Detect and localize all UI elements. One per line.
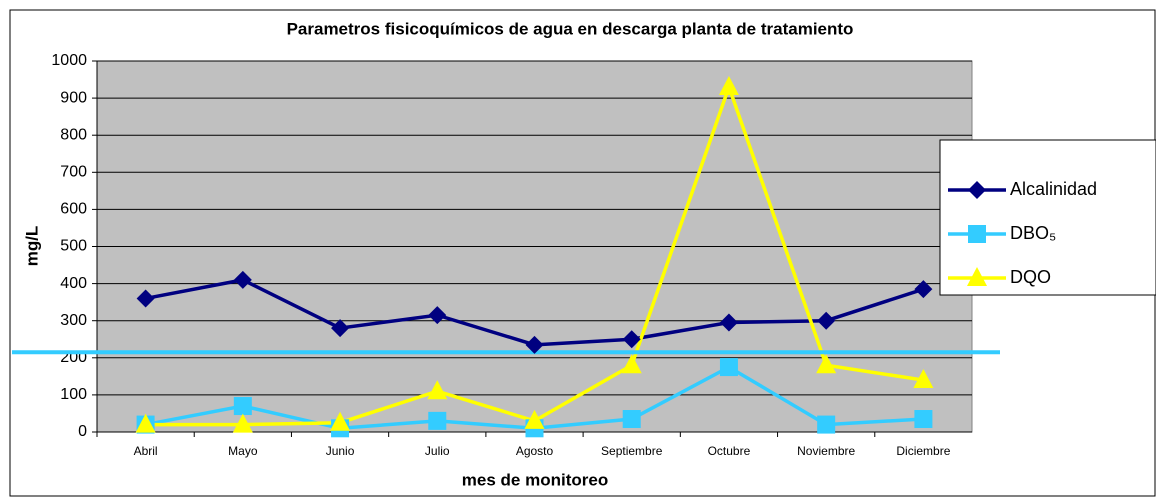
data-point bbox=[817, 415, 836, 434]
x-tick-label: Diciembre bbox=[896, 444, 950, 458]
x-tick-label: Junio bbox=[326, 444, 355, 458]
data-point bbox=[621, 354, 642, 374]
x-tick-label: Julio bbox=[425, 444, 450, 458]
y-tick-label: 800 bbox=[60, 126, 87, 143]
y-tick-label: 300 bbox=[60, 312, 87, 329]
y-tick-label: 0 bbox=[78, 423, 87, 440]
legend-marker bbox=[968, 181, 986, 199]
x-tick-label: Septiembre bbox=[601, 444, 663, 458]
data-point bbox=[816, 354, 837, 374]
data-point bbox=[428, 306, 447, 325]
x-tick-label: Mayo bbox=[228, 444, 258, 458]
data-point bbox=[428, 411, 447, 430]
data-point bbox=[232, 413, 253, 433]
legend-label: DQO bbox=[1010, 267, 1051, 287]
y-axis-label: mg/L bbox=[22, 226, 41, 267]
x-tick-label: Octubre bbox=[708, 444, 751, 458]
y-tick-label: 1000 bbox=[51, 52, 87, 69]
data-point bbox=[914, 280, 933, 299]
data-point bbox=[719, 358, 738, 377]
data-point bbox=[135, 413, 156, 433]
y-tick-label: 500 bbox=[60, 238, 87, 255]
data-point bbox=[330, 411, 351, 431]
legend-marker bbox=[967, 267, 987, 286]
data-point bbox=[136, 289, 155, 308]
data-point bbox=[718, 75, 739, 95]
data-point bbox=[233, 270, 252, 289]
data-point bbox=[524, 409, 545, 429]
data-point bbox=[427, 380, 448, 400]
chart-title: Parametros fisicoquímicos de agua en des… bbox=[287, 19, 854, 38]
y-tick-label: 100 bbox=[60, 386, 87, 403]
data-point bbox=[233, 397, 252, 416]
y-tick-label: 400 bbox=[60, 275, 87, 292]
data-point bbox=[913, 369, 934, 389]
data-point bbox=[331, 319, 350, 338]
x-axis-label: mes de monitoreo bbox=[462, 470, 608, 489]
y-tick-label: 700 bbox=[60, 164, 87, 181]
y-tick-label: 600 bbox=[60, 201, 87, 218]
data-point bbox=[817, 311, 836, 330]
legend-marker bbox=[968, 225, 986, 243]
x-tick-label: Noviembre bbox=[797, 444, 855, 458]
legend-label: DBO₅ bbox=[1010, 223, 1056, 243]
data-point bbox=[914, 410, 933, 429]
data-point bbox=[719, 313, 738, 332]
x-tick-label: Agosto bbox=[516, 444, 554, 458]
data-point bbox=[622, 410, 641, 429]
legend-label: Alcalinidad bbox=[1010, 179, 1097, 199]
x-tick-label: Abril bbox=[134, 444, 158, 458]
data-point bbox=[622, 330, 641, 349]
y-tick-label: 900 bbox=[60, 89, 87, 106]
data-point bbox=[525, 335, 544, 354]
